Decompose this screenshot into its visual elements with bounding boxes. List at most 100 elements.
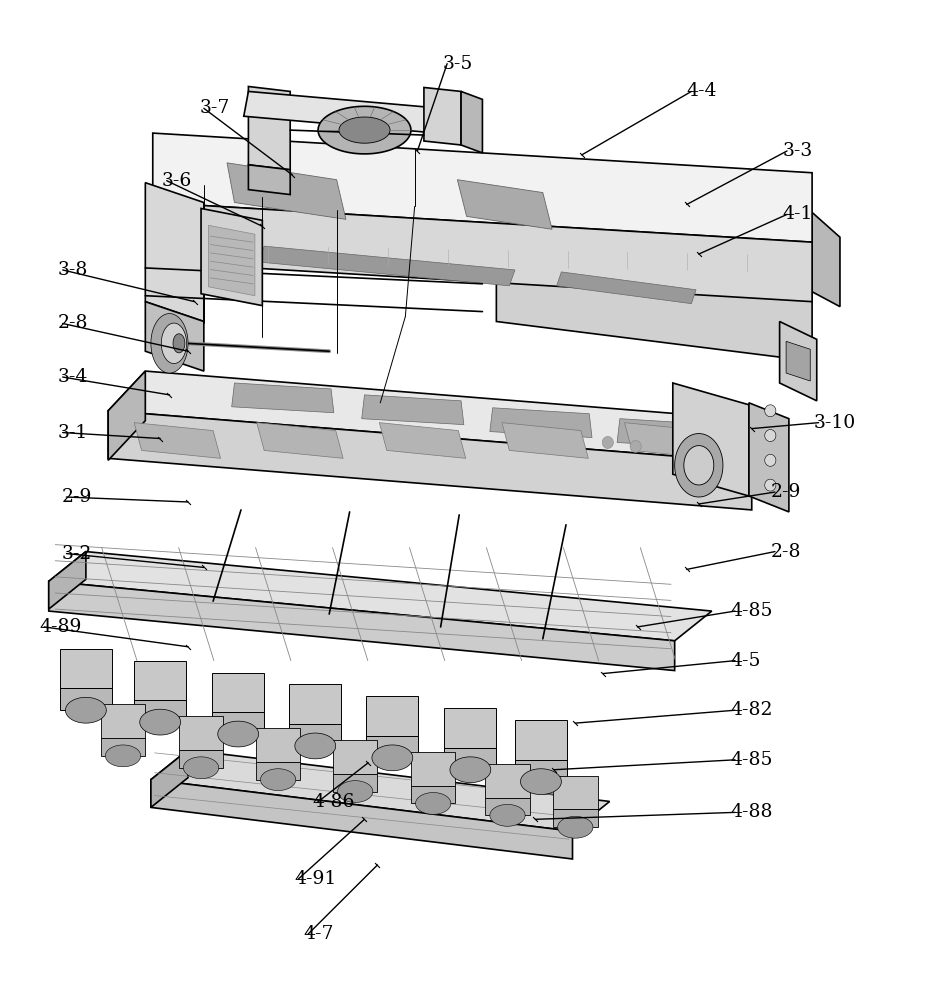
Polygon shape [515, 720, 566, 760]
Polygon shape [108, 371, 788, 462]
Polygon shape [60, 688, 111, 710]
Polygon shape [101, 738, 145, 756]
Text: 3-3: 3-3 [782, 142, 812, 160]
Polygon shape [151, 750, 609, 831]
Polygon shape [153, 133, 812, 242]
Polygon shape [256, 423, 343, 458]
Polygon shape [227, 163, 345, 219]
Polygon shape [683, 446, 713, 485]
Polygon shape [332, 774, 377, 792]
Polygon shape [552, 776, 597, 809]
Text: 3-4: 3-4 [58, 368, 88, 386]
Polygon shape [108, 371, 145, 460]
Polygon shape [764, 405, 775, 417]
Polygon shape [372, 745, 413, 771]
Polygon shape [134, 423, 220, 458]
Polygon shape [779, 321, 816, 401]
Polygon shape [496, 173, 812, 292]
Polygon shape [416, 793, 450, 814]
Polygon shape [49, 581, 674, 671]
Text: 4-1: 4-1 [782, 205, 812, 223]
Text: 4-89: 4-89 [39, 618, 81, 636]
Polygon shape [339, 117, 389, 143]
Polygon shape [515, 760, 566, 782]
Polygon shape [231, 383, 333, 413]
Polygon shape [764, 454, 775, 466]
Polygon shape [764, 430, 775, 441]
Polygon shape [423, 87, 461, 145]
Polygon shape [411, 786, 455, 803]
Polygon shape [134, 661, 186, 700]
Polygon shape [602, 437, 613, 448]
Polygon shape [490, 804, 524, 826]
Polygon shape [201, 208, 262, 306]
Text: 3-6: 3-6 [162, 172, 192, 190]
Polygon shape [153, 202, 190, 307]
Polygon shape [317, 106, 411, 154]
Polygon shape [217, 721, 258, 747]
Polygon shape [444, 708, 496, 748]
Polygon shape [461, 91, 482, 153]
Polygon shape [105, 745, 140, 767]
Polygon shape [748, 403, 788, 512]
Text: 3-8: 3-8 [58, 261, 88, 279]
Text: 4-5: 4-5 [729, 652, 760, 670]
Text: 2-9: 2-9 [62, 488, 92, 506]
Text: 2-8: 2-8 [58, 314, 88, 332]
Text: 4-86: 4-86 [312, 793, 355, 811]
Polygon shape [183, 757, 218, 779]
Polygon shape [485, 798, 529, 815]
Polygon shape [212, 712, 264, 734]
Polygon shape [557, 816, 592, 838]
Polygon shape [785, 341, 810, 381]
Polygon shape [248, 165, 290, 195]
Polygon shape [379, 423, 465, 458]
Polygon shape [411, 752, 455, 786]
Text: 4-85: 4-85 [729, 602, 772, 620]
Polygon shape [151, 314, 188, 373]
Polygon shape [617, 419, 719, 448]
Polygon shape [337, 781, 373, 802]
Polygon shape [49, 552, 86, 609]
Polygon shape [179, 716, 223, 750]
Polygon shape [145, 302, 204, 371]
Polygon shape [764, 479, 775, 491]
Polygon shape [260, 769, 296, 791]
Text: 4-88: 4-88 [729, 803, 772, 821]
Text: 2-9: 2-9 [769, 483, 800, 501]
Polygon shape [151, 780, 572, 859]
Polygon shape [674, 434, 723, 497]
Polygon shape [361, 395, 463, 425]
Text: 3-5: 3-5 [442, 55, 473, 73]
Text: 4-82: 4-82 [729, 701, 772, 719]
Text: 4-91: 4-91 [294, 870, 336, 888]
Polygon shape [289, 684, 341, 724]
Polygon shape [248, 86, 290, 170]
Polygon shape [145, 183, 204, 321]
Polygon shape [243, 91, 463, 135]
Polygon shape [108, 411, 751, 510]
Polygon shape [134, 700, 186, 722]
Polygon shape [179, 750, 223, 768]
Polygon shape [258, 246, 515, 286]
Polygon shape [151, 750, 188, 807]
Polygon shape [496, 252, 812, 361]
Polygon shape [208, 225, 255, 296]
Polygon shape [49, 552, 711, 641]
Polygon shape [520, 769, 561, 795]
Text: 4-85: 4-85 [729, 751, 772, 769]
Text: 2-8: 2-8 [769, 543, 800, 561]
Text: 3-7: 3-7 [199, 99, 229, 117]
Text: 3-10: 3-10 [813, 414, 856, 432]
Polygon shape [502, 423, 588, 458]
Polygon shape [556, 272, 695, 304]
Polygon shape [289, 724, 341, 746]
Polygon shape [173, 334, 184, 353]
Polygon shape [624, 423, 710, 458]
Polygon shape [60, 649, 111, 688]
Polygon shape [449, 757, 490, 783]
Polygon shape [256, 762, 300, 780]
Polygon shape [101, 704, 145, 738]
Polygon shape [552, 809, 597, 827]
Polygon shape [212, 673, 264, 712]
